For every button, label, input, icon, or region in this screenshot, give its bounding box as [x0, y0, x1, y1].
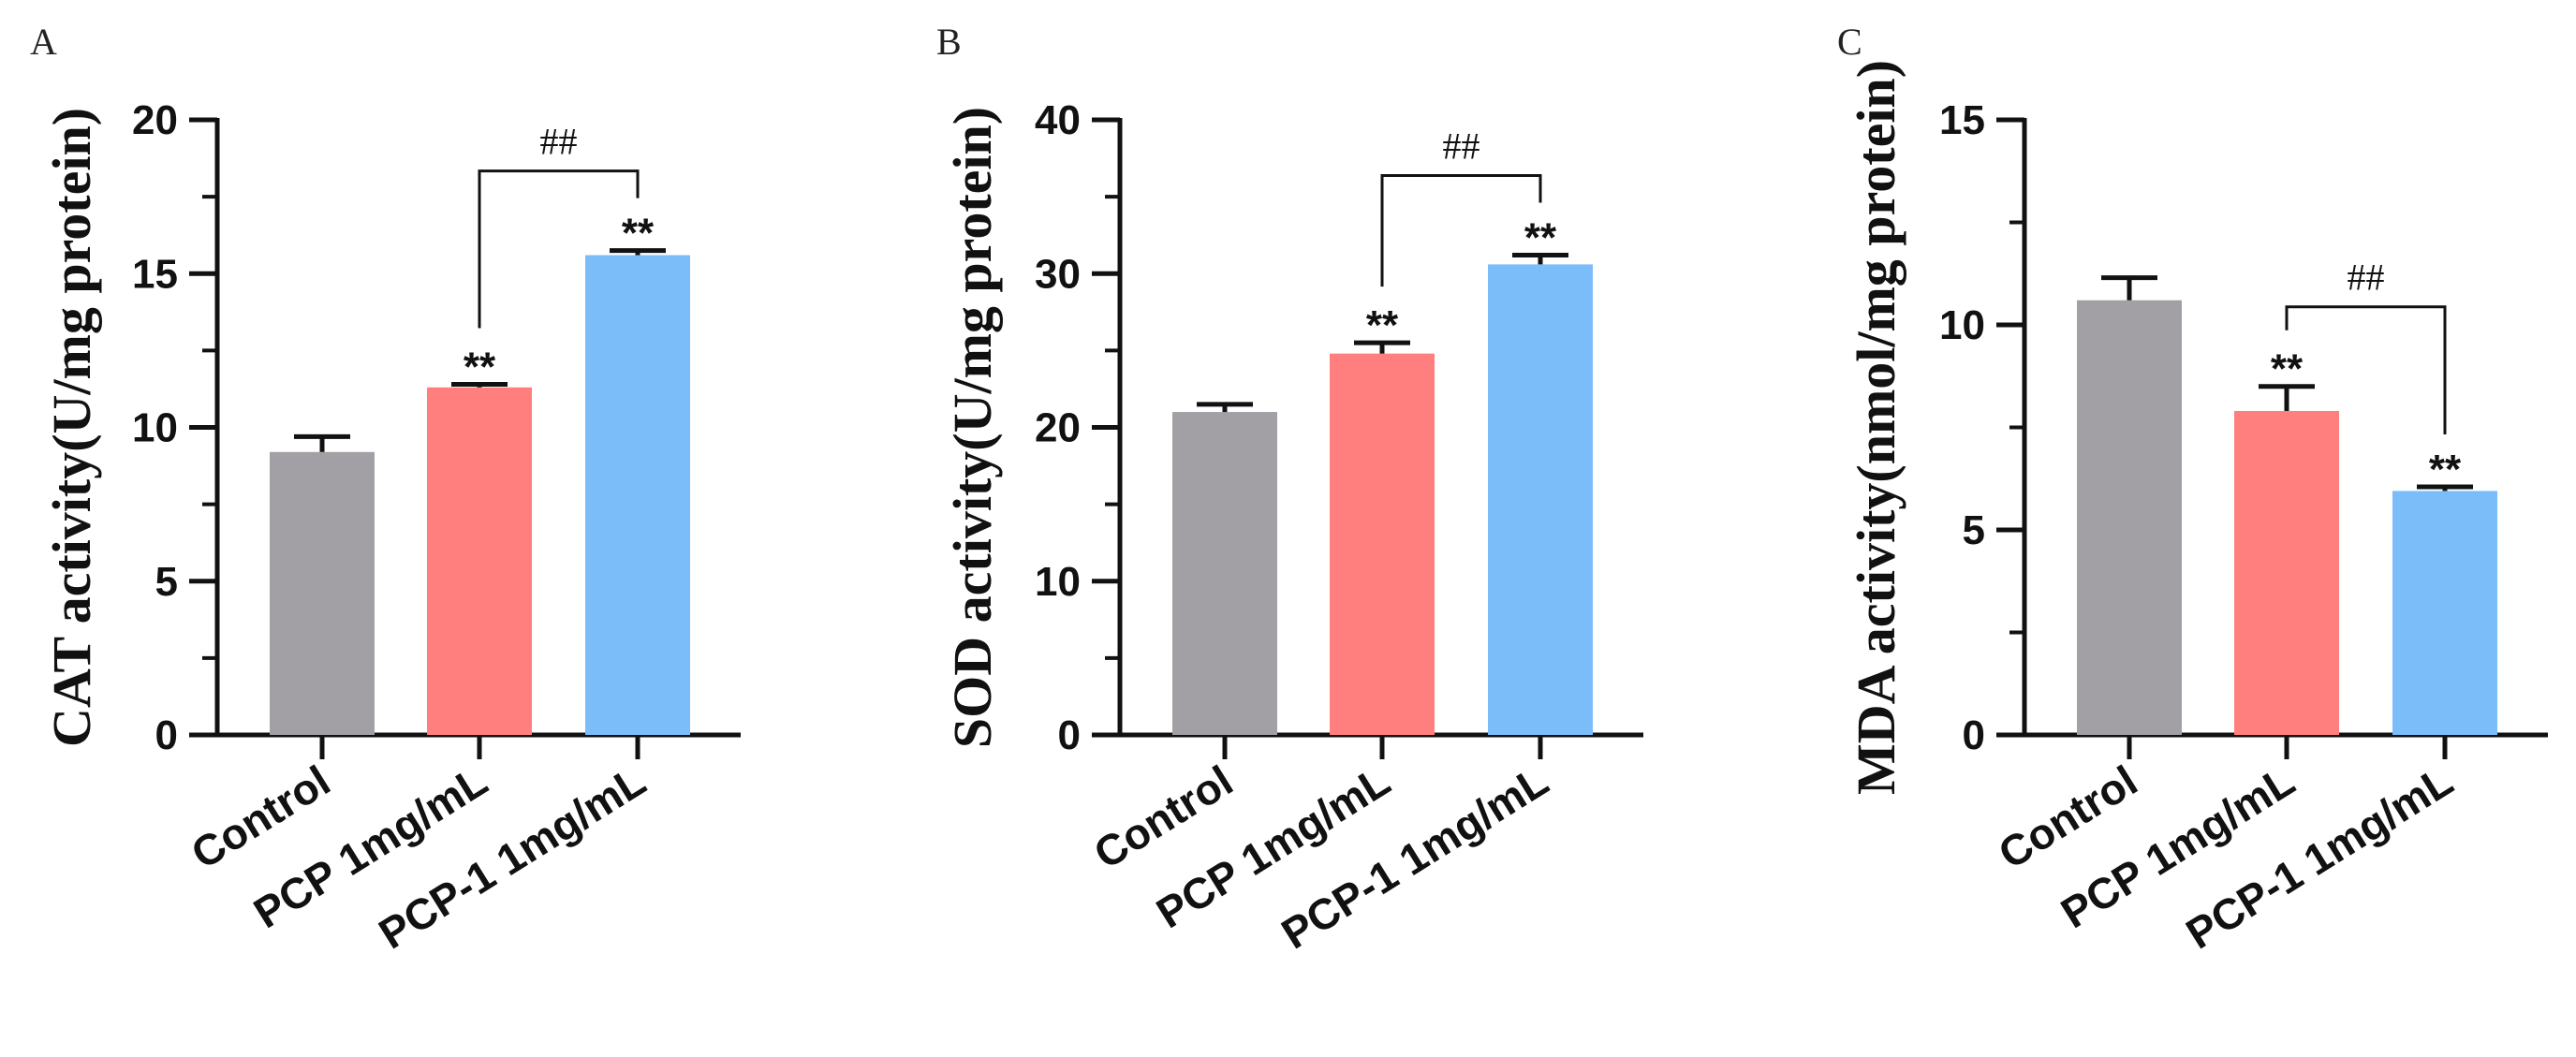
significance-marker: **: [2429, 447, 2462, 492]
comparison-bracket: [2285, 305, 2447, 435]
significance-marker: **: [1524, 215, 1557, 261]
significance-marker: **: [1366, 302, 1399, 348]
comparison-label: ##: [540, 121, 578, 163]
panel-label: A: [30, 21, 57, 63]
y-tick-label: 10: [1035, 559, 1081, 605]
comparison-bracket: [1380, 174, 1542, 287]
y-axis-title: MDA activity(nmol/mg protein): [1846, 60, 1906, 795]
comparison-bracket: [478, 169, 640, 329]
y-axis-title: SOD activity(U/mg protein): [942, 107, 1003, 748]
y-tick-label: 10: [1939, 302, 1985, 348]
bar-1: [2077, 300, 2182, 735]
y-tick-label: 15: [132, 251, 178, 297]
significance-marker: **: [622, 211, 655, 257]
comparison-label: ##: [2348, 257, 2385, 299]
comparison-label: ##: [1443, 125, 1480, 168]
bar-3: [2392, 491, 2497, 735]
panel-label: B: [936, 21, 962, 63]
bar-2: [1330, 353, 1435, 735]
bar-2: [2234, 410, 2339, 735]
panel-label: C: [1837, 21, 1862, 63]
y-tick-label: 40: [1035, 97, 1081, 143]
bar-3: [1488, 264, 1593, 735]
y-tick-label: 20: [1035, 405, 1081, 451]
y-tick-label: 15: [1939, 97, 1985, 143]
x-category-label: PCP-1 1mg/mL: [1273, 756, 1556, 958]
y-tick-label: 0: [155, 712, 178, 758]
y-tick-label: 0: [1963, 712, 1985, 758]
y-axis-title: CAT activity(U/mg protein): [41, 108, 102, 747]
x-category-label: PCP-1 1mg/mL: [370, 756, 654, 958]
y-tick-label: 10: [132, 405, 178, 451]
y-tick-label: 0: [1058, 712, 1081, 758]
y-tick-label: 20: [132, 97, 178, 143]
significance-marker: **: [2271, 346, 2304, 392]
bar-1: [1172, 412, 1277, 735]
y-tick-label: 5: [155, 559, 178, 605]
x-category-label: PCP-1 1mg/mL: [2177, 756, 2461, 958]
bar-3: [585, 255, 690, 735]
y-tick-label: 30: [1035, 251, 1081, 297]
bar-2: [427, 387, 532, 735]
y-tick-label: 5: [1963, 507, 1985, 553]
significance-marker: **: [464, 345, 496, 390]
bar-1: [270, 451, 375, 735]
